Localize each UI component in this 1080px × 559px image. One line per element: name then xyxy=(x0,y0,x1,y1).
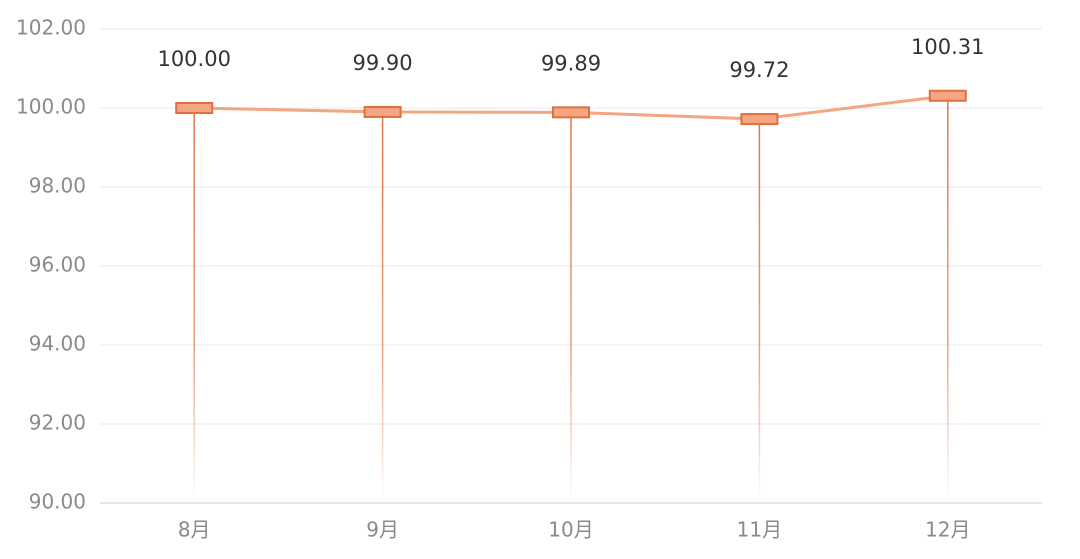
marker xyxy=(552,106,590,119)
value-label: 100.00 xyxy=(157,47,230,71)
x-tick-label: 11月 xyxy=(737,518,782,542)
marker xyxy=(928,89,967,102)
value-label: 99.72 xyxy=(729,58,789,82)
marker xyxy=(363,105,402,118)
y-tick-label: 102.00 xyxy=(16,16,86,40)
marker xyxy=(175,102,214,114)
x-tick-label: 10月 xyxy=(548,518,593,542)
y-tick-label: 90.00 xyxy=(29,490,86,514)
x-tick-label: 8月 xyxy=(178,518,211,542)
y-tick-label: 96.00 xyxy=(29,253,86,277)
y-tick-label: 92.00 xyxy=(29,411,86,435)
y-tick-label: 100.00 xyxy=(16,95,86,119)
value-label: 99.89 xyxy=(541,51,601,75)
y-tick-label: 94.00 xyxy=(29,332,86,356)
x-tick-label: 12月 xyxy=(925,518,970,542)
value-label: 99.90 xyxy=(353,51,413,75)
value-label: 100.31 xyxy=(911,35,984,59)
y-tick-label: 98.00 xyxy=(29,174,86,198)
marker xyxy=(740,113,779,126)
x-tick-label: 9月 xyxy=(366,518,399,542)
